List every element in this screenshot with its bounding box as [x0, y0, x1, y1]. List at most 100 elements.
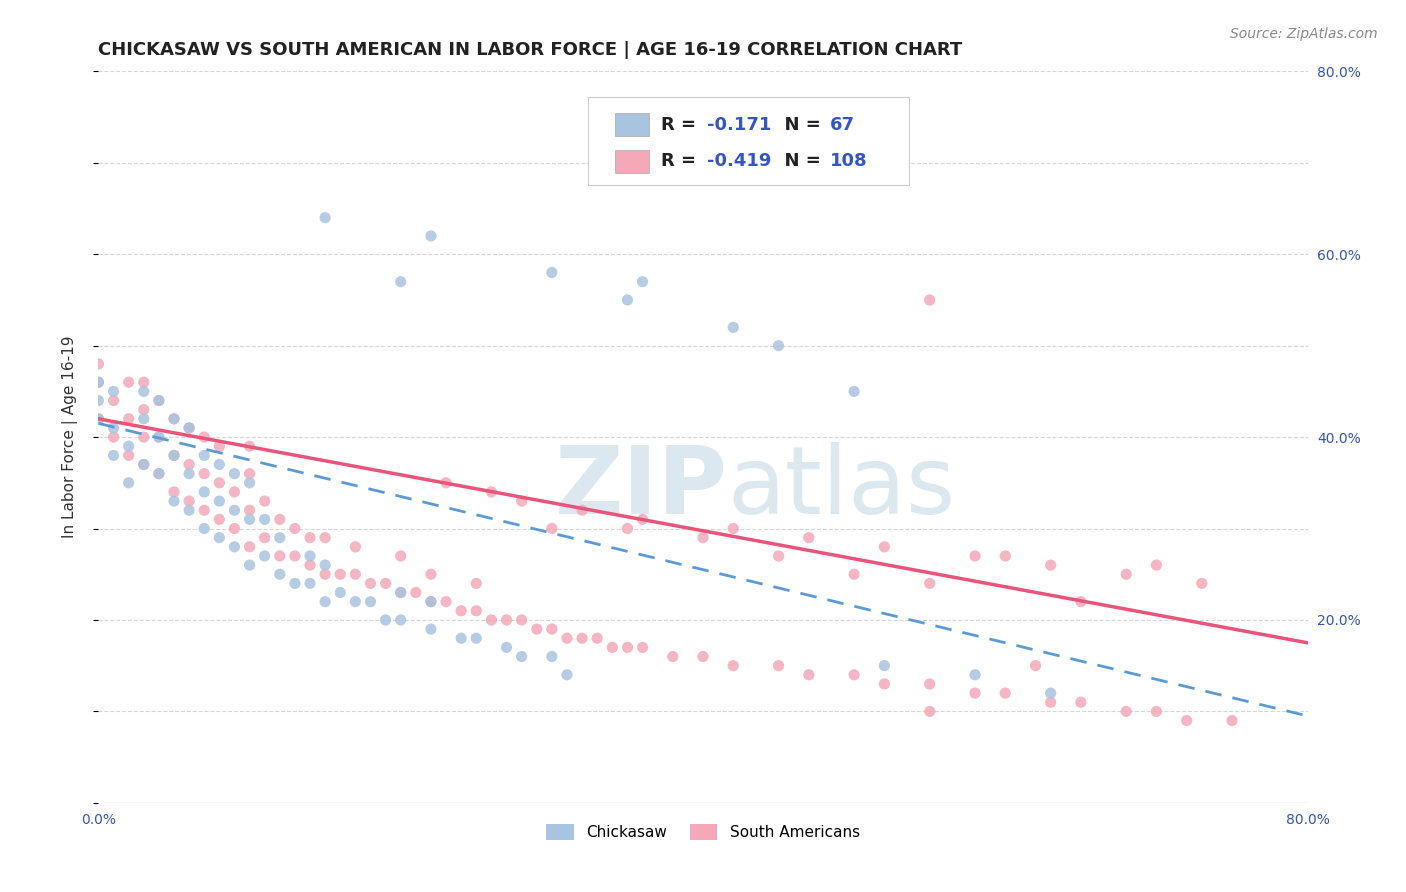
Point [631, 512, 654, 526]
Point [224, 521, 246, 535]
FancyBboxPatch shape [588, 97, 908, 185]
Point [374, 613, 396, 627]
Point [405, 585, 427, 599]
Point [1115, 705, 1137, 719]
Point [193, 521, 215, 535]
Point [692, 649, 714, 664]
Point [602, 640, 624, 655]
Point [360, 594, 382, 608]
Text: N =: N = [772, 153, 827, 170]
Point [873, 677, 896, 691]
Point [1144, 558, 1167, 573]
Point [1039, 558, 1062, 573]
Point [1070, 695, 1092, 709]
Point [299, 576, 322, 591]
Point [103, 430, 125, 444]
Point [284, 521, 307, 535]
Point [994, 549, 1017, 563]
Point [768, 658, 790, 673]
Point [163, 412, 186, 426]
Point [118, 439, 141, 453]
Point [389, 585, 412, 599]
Text: 67: 67 [830, 116, 855, 134]
Point [374, 576, 396, 591]
Point [148, 430, 170, 444]
Point [239, 475, 262, 490]
Text: atlas: atlas [727, 442, 956, 534]
Point [844, 384, 866, 399]
Point [1115, 567, 1137, 582]
Point [540, 622, 562, 636]
Point [103, 448, 125, 462]
Point [1175, 714, 1198, 728]
Point [465, 576, 488, 591]
Point [208, 439, 231, 453]
Point [510, 613, 533, 627]
Point [510, 649, 533, 664]
Point [208, 512, 231, 526]
Point [450, 604, 472, 618]
Point [844, 567, 866, 582]
Point [873, 658, 896, 673]
Text: CHICKASAW VS SOUTH AMERICAN IN LABOR FORCE | AGE 16-19 CORRELATION CHART: CHICKASAW VS SOUTH AMERICAN IN LABOR FOR… [98, 41, 963, 59]
Point [103, 421, 125, 435]
Point [768, 338, 790, 352]
Point [239, 512, 262, 526]
Point [163, 494, 186, 508]
Point [103, 384, 125, 399]
Text: N =: N = [772, 116, 827, 134]
Point [193, 448, 215, 462]
Point [163, 448, 186, 462]
Point [87, 412, 110, 426]
Point [540, 521, 562, 535]
Point [873, 540, 896, 554]
Point [179, 503, 201, 517]
Point [148, 467, 170, 481]
Point [224, 485, 246, 500]
Point [163, 412, 186, 426]
Point [1144, 705, 1167, 719]
Point [208, 458, 231, 472]
Text: -0.419: -0.419 [707, 153, 770, 170]
Point [148, 430, 170, 444]
Point [132, 458, 155, 472]
Point [434, 594, 457, 608]
Point [179, 458, 201, 472]
Text: R =: R = [661, 153, 702, 170]
Point [344, 567, 367, 582]
Point [148, 467, 170, 481]
Point [844, 667, 866, 681]
Point [179, 421, 201, 435]
Point [360, 576, 382, 591]
Point [132, 458, 155, 472]
Point [420, 622, 443, 636]
Point [723, 658, 745, 673]
Point [1039, 686, 1062, 700]
Point [193, 503, 215, 517]
Point [420, 229, 443, 244]
Point [87, 375, 110, 389]
Point [118, 375, 141, 389]
Point [555, 632, 578, 646]
Point [269, 531, 291, 545]
Point [87, 375, 110, 389]
Point [299, 531, 322, 545]
Point [239, 439, 262, 453]
Point [571, 503, 593, 517]
Point [918, 293, 941, 307]
Point [299, 558, 322, 573]
Point [768, 549, 790, 563]
Point [631, 640, 654, 655]
Point [389, 613, 412, 627]
Point [344, 594, 367, 608]
Bar [614, 113, 648, 136]
Point [918, 677, 941, 691]
Text: -0.171: -0.171 [707, 116, 770, 134]
Point [329, 585, 352, 599]
Point [481, 613, 503, 627]
Point [314, 531, 336, 545]
Point [239, 558, 262, 573]
Point [87, 393, 110, 408]
Point [239, 503, 262, 517]
Point [118, 475, 141, 490]
